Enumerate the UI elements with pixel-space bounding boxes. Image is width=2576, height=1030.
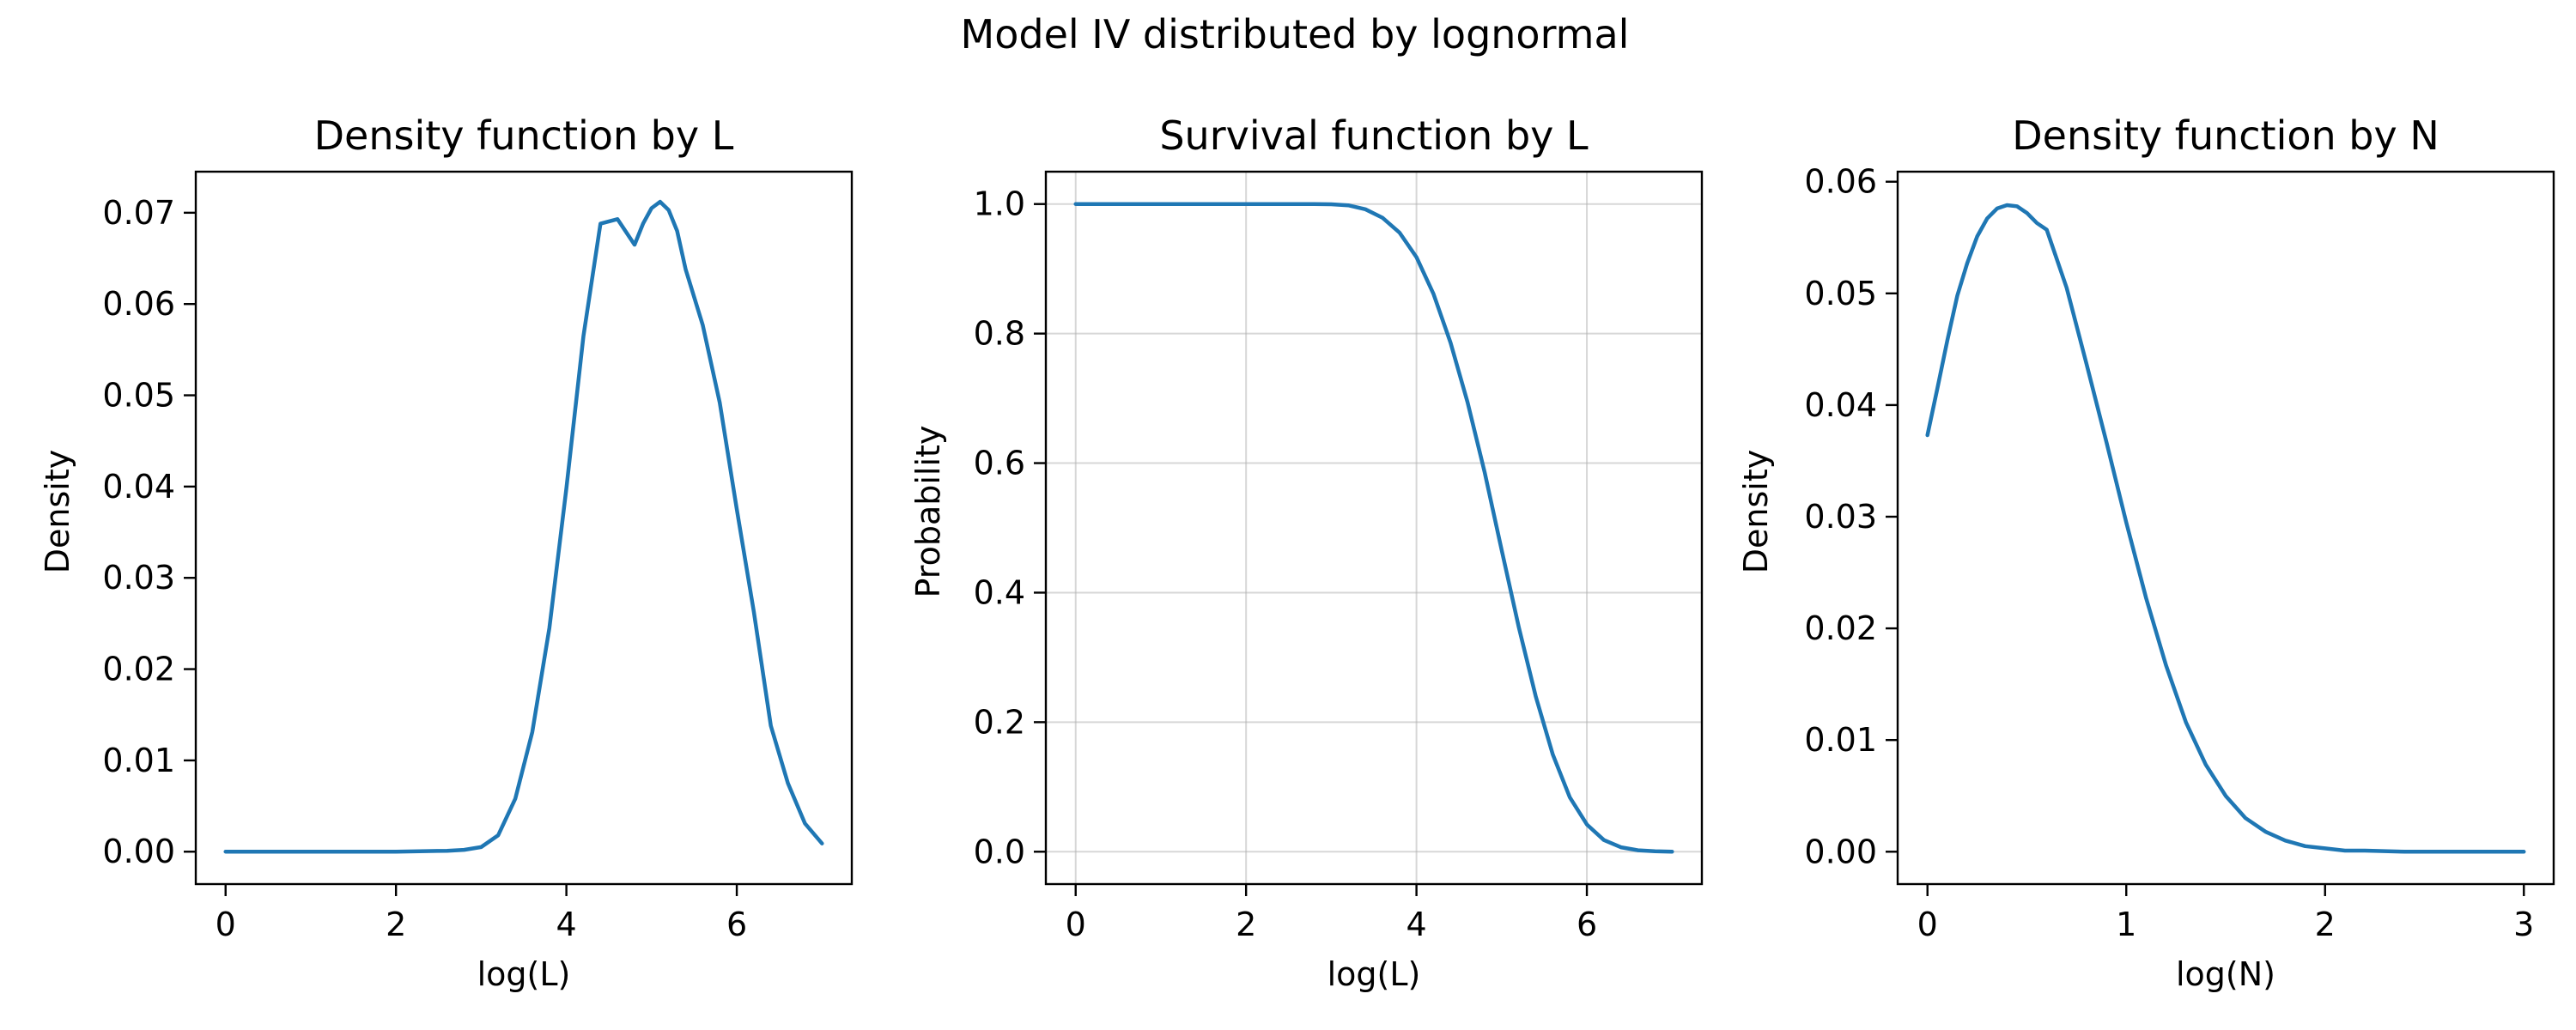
x-tick-label-3: 6 <box>726 906 747 943</box>
y-tick-label-7: 0.07 <box>102 194 175 232</box>
density-by-l-panel: Density function by L log(L) Density 0 2 4… <box>39 112 854 993</box>
plot-frame <box>1044 170 1704 886</box>
y-tick-label-4: 0.04 <box>102 468 175 506</box>
panel-title-survival-l: Survival function by L <box>1159 112 1589 159</box>
y-tick-label-4: 0.04 <box>1804 386 1877 424</box>
plot-frame <box>1896 170 2555 886</box>
y-axis-title-density-n: Density <box>1737 450 1775 573</box>
y-tick-label-1: 0.2 <box>974 703 1025 741</box>
panel-title-density-l: Density function by L <box>314 112 734 159</box>
y-tick-label-5: 0.05 <box>1804 275 1877 312</box>
y-axis-title-survival-l: Probability <box>909 426 947 598</box>
y-tick-label-3: 0.03 <box>102 559 175 597</box>
y-tick-label-2: 0.4 <box>974 573 1025 611</box>
density-by-n-panel: Density function by N log(N) Density 0 1 2… <box>1737 112 2555 993</box>
panel-title-density-n: Density function by N <box>2012 112 2439 159</box>
plot-frame <box>194 170 854 886</box>
series-line-0 <box>1073 202 1674 854</box>
survival-by-l-panel: Survival function by L log(L) Probabilit… <box>909 112 1704 993</box>
y-tick-label-1: 0.01 <box>1804 721 1877 759</box>
series-line-0 <box>223 199 824 854</box>
x-tick-label-1: 1 <box>2116 906 2136 943</box>
x-tick-label-0: 0 <box>1066 906 1086 943</box>
x-tick-label-0: 0 <box>216 906 236 943</box>
x-tick-label-2: 2 <box>2315 906 2336 943</box>
x-axis-title-survival-l: log(L) <box>1327 955 1421 993</box>
y-tick-label-5: 0.05 <box>102 377 175 415</box>
y-tick-label-1: 0.01 <box>102 742 175 779</box>
y-tick-label-0: 0.00 <box>1804 833 1877 870</box>
y-tick-label-6: 0.06 <box>102 285 175 323</box>
y-tick-label-0: 0.0 <box>974 833 1025 870</box>
figure-suptitle: Model IV distributed by lognormal <box>961 11 1630 58</box>
y-tick-label-4: 0.8 <box>974 315 1025 353</box>
y-tick-label-5: 1.0 <box>974 185 1025 223</box>
x-axis-title-density-l: log(L) <box>477 955 571 993</box>
y-tick-label-0: 0.00 <box>102 833 175 870</box>
y-tick-label-6: 0.06 <box>1804 163 1877 201</box>
x-tick-label-2: 4 <box>1406 906 1427 943</box>
x-tick-label-0: 0 <box>1917 906 1938 943</box>
y-tick-label-3: 0.03 <box>1804 498 1877 536</box>
x-axis-title-density-n: log(N) <box>2176 955 2275 993</box>
x-tick-label-3: 3 <box>2513 906 2534 943</box>
y-tick-label-2: 0.02 <box>102 651 175 688</box>
x-tick-label-2: 4 <box>556 906 577 943</box>
x-tick-label-1: 2 <box>1236 906 1256 943</box>
y-tick-label-3: 0.6 <box>974 445 1025 482</box>
y-axis-title-density-l: Density <box>39 450 76 573</box>
series-line-0 <box>1925 203 2526 854</box>
x-tick-label-3: 6 <box>1577 906 1597 943</box>
x-tick-label-1: 2 <box>386 906 406 943</box>
y-tick-label-2: 0.02 <box>1804 609 1877 647</box>
